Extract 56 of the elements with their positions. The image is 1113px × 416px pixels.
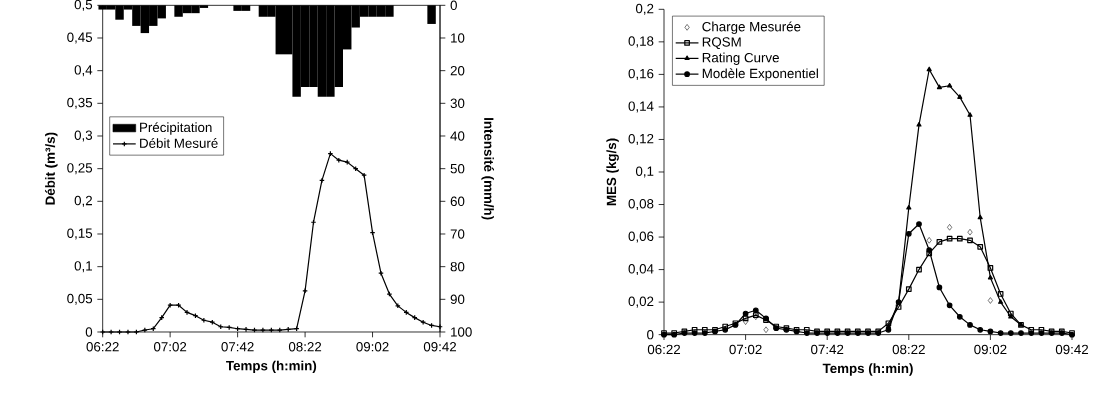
- y-tick-label: 0,18: [628, 36, 654, 48]
- y-tick-label: 0,04: [628, 264, 654, 276]
- y-tick-label: 0,08: [628, 199, 654, 211]
- legend-label: RQSM: [702, 37, 741, 50]
- y2-tick-label: 100: [451, 327, 472, 337]
- x-tick-label: 07:02: [729, 344, 762, 355]
- y2-tick-label: 40: [450, 131, 465, 141]
- y-tick-label: 0,12: [628, 133, 654, 145]
- y-tick-label: 0,35: [67, 97, 93, 109]
- x-tick-label: 09:02: [356, 342, 389, 352]
- y2-tick-label: 0: [450, 0, 457, 11]
- x-tick-label: 08:22: [288, 342, 322, 352]
- y-tick-label: 0,1: [635, 166, 654, 178]
- x-tick-label: 06:22: [647, 344, 681, 355]
- y-tick-label: 0,3: [74, 130, 93, 142]
- x-tick-label: 07:42: [811, 344, 844, 355]
- x-axis-title: Temps (h:min): [822, 363, 913, 376]
- legend-label: Précipitation: [140, 122, 212, 135]
- x-tick-label: 07:02: [153, 342, 187, 352]
- y-axis-title: MES (kg/s): [606, 138, 619, 206]
- y-tick-label: 0,06: [628, 231, 654, 243]
- y2-tick-label: 80: [450, 261, 465, 272]
- y-tick-label: 0,14: [628, 101, 654, 113]
- y2-tick-label: 30: [450, 98, 465, 109]
- y-tick-label: 0,15: [67, 228, 93, 240]
- y-tick-label: 0,45: [67, 32, 93, 44]
- y2-tick-label: 60: [450, 196, 465, 207]
- x-tick-label: 07:42: [221, 342, 254, 352]
- x-tick-label: 08:22: [892, 344, 925, 355]
- y-tick-label: 0,02: [628, 296, 654, 308]
- y-tick-label: 0,2: [74, 195, 92, 207]
- y-tick-label: 0,2: [635, 3, 654, 15]
- y2-tick-label: 20: [450, 65, 465, 76]
- y-tick-label: 0,1: [74, 261, 92, 273]
- x-tick-label: 06:22: [86, 342, 119, 352]
- y2-tick-label: 70: [450, 229, 465, 239]
- y-tick-label: 0,16: [628, 68, 654, 80]
- x-tick-label: 09:42: [423, 342, 457, 352]
- y-tick-label: 0,5: [74, 0, 93, 11]
- y-tick-label: 0,05: [67, 293, 93, 305]
- y-tick-label: 0,4: [74, 65, 93, 77]
- y-tick-label: 0: [85, 327, 93, 337]
- y2-tick-label: 90: [450, 294, 465, 305]
- y-axis-title: Débit (m³/s): [44, 132, 58, 205]
- y2-tick-label: 50: [450, 163, 465, 174]
- y-tick-label: 0,25: [67, 163, 93, 175]
- x-tick-label: 09:42: [1055, 344, 1089, 355]
- legend-label: Charge Mesurée: [702, 21, 801, 35]
- x-axis-title: Temps (h:min): [226, 360, 317, 374]
- x-tick-label: 09:02: [974, 344, 1007, 355]
- legend-label: Rating Curve: [702, 52, 779, 65]
- y-tick-label: 0: [647, 329, 654, 340]
- y2-tick-label: 10: [451, 33, 465, 43]
- y2-axis-title: Intensité (mm/h): [481, 118, 494, 220]
- legend-label: Débit Mesuré: [140, 137, 218, 148]
- legend-label: Modèle Exponentiel: [702, 68, 818, 81]
